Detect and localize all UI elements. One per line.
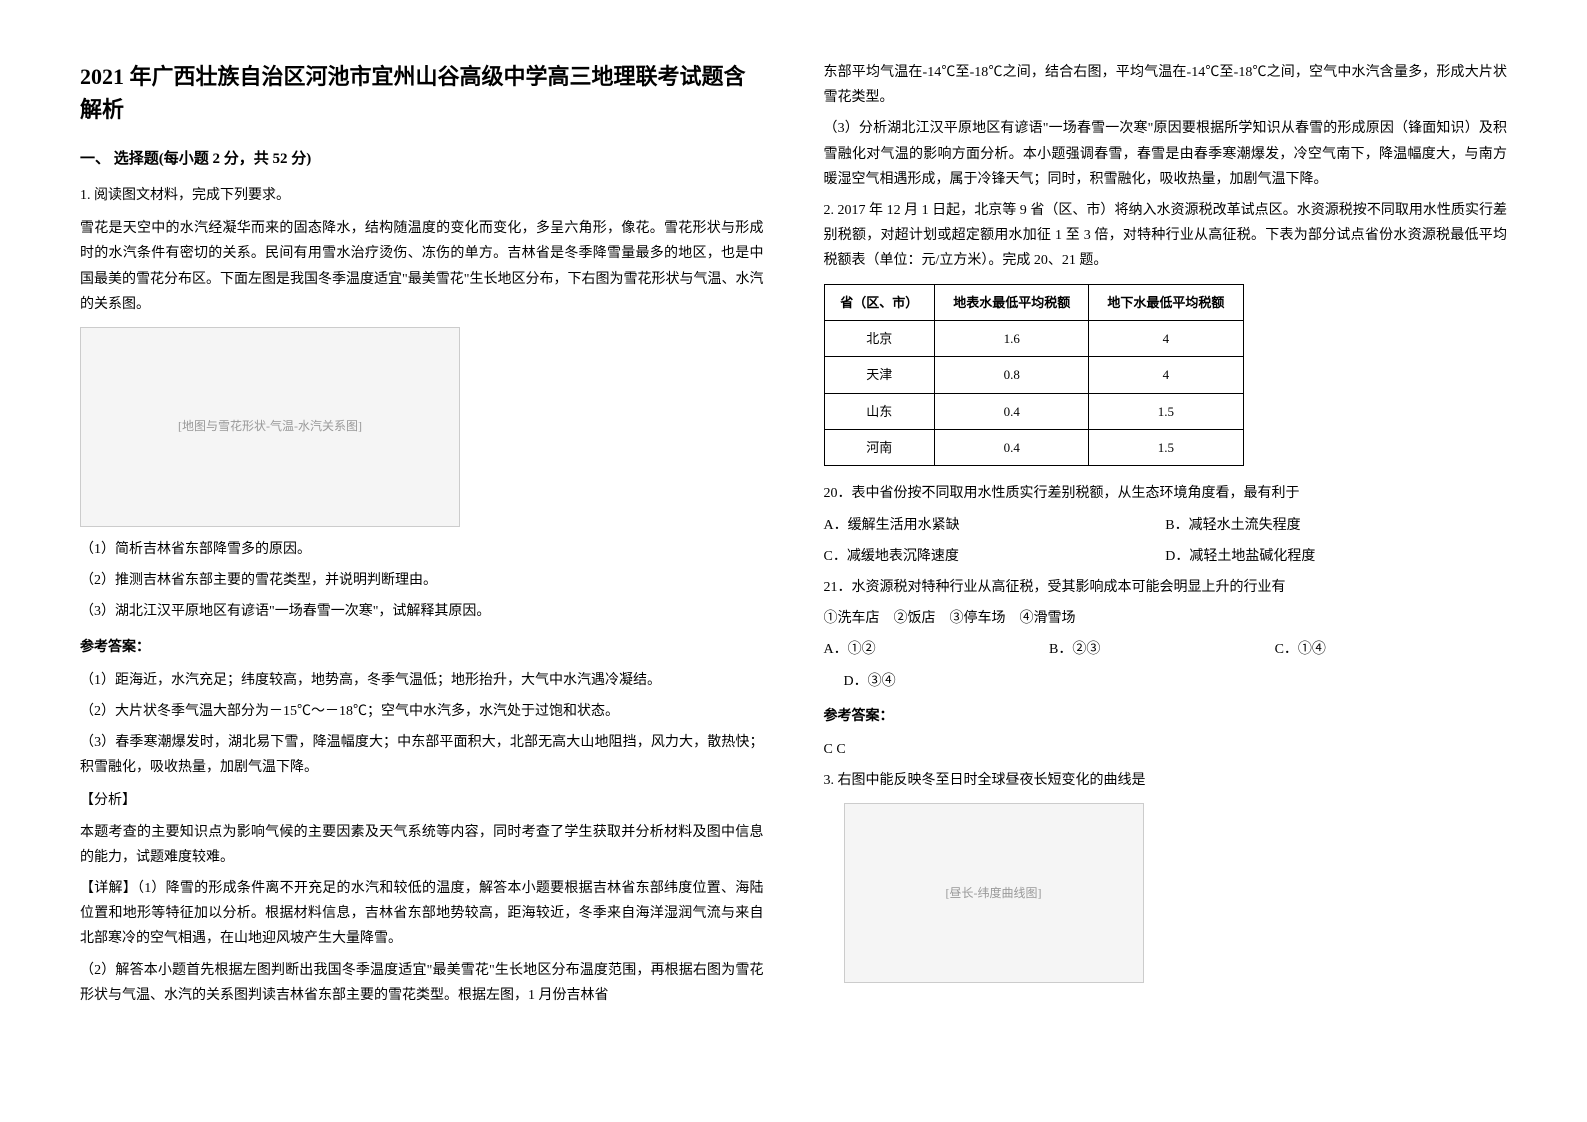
q1-sub2: （2）推测吉林省东部主要的雪花类型，并说明判断理由。 [80, 568, 764, 593]
left-column: 2021 年广西壮族自治区河池市宜州山谷高级中学高三地理联考试题含解析 一、 选… [80, 60, 764, 1014]
q1-sub1: （1）简析吉林省东部降雪多的原因。 [80, 537, 764, 562]
col2-p1: 东部平均气温在-14℃至-18℃之间，结合右图，平均气温在-14℃至-18℃之间… [824, 60, 1508, 110]
q20-opts-row2: C．减缓地表沉降速度 D．减轻土地盐碱化程度 [824, 544, 1508, 569]
q1-intro: 雪花是天空中的水汽经凝华而来的固态降水，结构随温度的变化而变化，多呈六角形，像花… [80, 216, 764, 317]
cell: 1.5 [1089, 393, 1243, 429]
q1-figure: [地图与雪花形状-气温-水汽关系图] [80, 327, 460, 527]
cell: 北京 [824, 320, 935, 356]
cell: 0.4 [935, 430, 1089, 466]
cell: 1.6 [935, 320, 1089, 356]
th-surface: 地表水最低平均税额 [935, 284, 1089, 320]
cell: 0.8 [935, 357, 1089, 393]
q1-a1: （1）距海近，水汽充足；纬度较高，地势高，冬季气温低；地形抬升，大气中水汽遇冷凝… [80, 668, 764, 693]
q1-analysis-label: 【分析】 [80, 788, 764, 813]
q20-optA: A．缓解生活用水紧缺 [824, 513, 1166, 538]
right-column: 东部平均气温在-14℃至-18℃之间，结合右图，平均气温在-14℃至-18℃之间… [824, 60, 1508, 1014]
table-row: 北京 1.6 4 [824, 320, 1243, 356]
tax-table: 省（区、市） 地表水最低平均税额 地下水最低平均税额 北京 1.6 4 天津 0… [824, 284, 1244, 467]
q1-analysis-p1: 本题考查的主要知识点为影响气候的主要因素及天气系统等内容，同时考查了学生获取并分… [80, 820, 764, 870]
cell: 0.4 [935, 393, 1089, 429]
th-province: 省（区、市） [824, 284, 935, 320]
cell: 1.5 [1089, 430, 1243, 466]
q1-a2: （2）大片状冬季气温大部分为－15℃～－18℃；空气中水汽多，水汽处于过饱和状态… [80, 699, 764, 724]
cell: 天津 [824, 357, 935, 393]
cell: 4 [1089, 357, 1243, 393]
table-row: 河南 0.4 1.5 [824, 430, 1243, 466]
th-ground: 地下水最低平均税额 [1089, 284, 1243, 320]
q21-ref-label: 参考答案： [824, 704, 1508, 729]
q21-opts-row1: A．①② B．②③ C．①④ [824, 637, 1508, 662]
q21-items: ①洗车店 ②饭店 ③停车场 ④滑雪场 [824, 606, 1508, 631]
q2-intro: 2. 2017 年 12 月 1 日起，北京等 9 省（区、市）将纳入水资源税改… [824, 198, 1508, 274]
q1-a3: （3）春季寒潮爆发时，湖北易下雪，降温幅度大；中东部平面积大，北部无高大山地阻挡… [80, 730, 764, 780]
q21-optC: C．①④ [1275, 637, 1501, 662]
q20-stem: 20．表中省份按不同取用水性质实行差别税额，从生态环境角度看，最有利于 [824, 481, 1508, 506]
q1-sub3: （3）湖北江汉平原地区有谚语"一场春雪一次寒"，试解释其原因。 [80, 599, 764, 624]
q1-prompt: 1. 阅读图文材料，完成下列要求。 [80, 183, 764, 208]
section-heading: 一、 选择题(每小题 2 分，共 52 分) [80, 146, 764, 173]
q21-optA: A．①② [824, 637, 1050, 662]
cell: 4 [1089, 320, 1243, 356]
q1-detail-1: 【详解】（1）降雪的形成条件离不开充足的水汽和较低的温度，解答本小题要根据吉林省… [80, 876, 764, 952]
q20-optD: D．减轻土地盐碱化程度 [1165, 544, 1507, 569]
q20-opts-row1: A．缓解生活用水紧缺 B．减轻水土流失程度 [824, 513, 1508, 538]
page-container: 2021 年广西壮族自治区河池市宜州山谷高级中学高三地理联考试题含解析 一、 选… [80, 60, 1507, 1014]
q21-answer: C C [824, 737, 1508, 762]
document-title: 2021 年广西壮族自治区河池市宜州山谷高级中学高三地理联考试题含解析 [80, 60, 764, 126]
q1-ref-label: 参考答案： [80, 635, 764, 660]
q20-optC: C．减缓地表沉降速度 [824, 544, 1166, 569]
q21-stem: 21．水资源税对特种行业从高征税，受其影响成本可能会明显上升的行业有 [824, 575, 1508, 600]
q20-optB: B．减轻水土流失程度 [1165, 513, 1507, 538]
q1-detail-2: （2）解答本小题首先根据左图判断出我国冬季温度适宜"最美雪花"生长地区分布温度范… [80, 958, 764, 1008]
table-row: 天津 0.8 4 [824, 357, 1243, 393]
q21-optD: D．③④ [824, 669, 1508, 694]
q3-figure: [昼长-纬度曲线图] [844, 803, 1144, 983]
col2-p2: （3）分析湖北江汉平原地区有谚语"一场春雪一次寒"原因要根据所学知识从春雪的形成… [824, 116, 1508, 192]
table-header-row: 省（区、市） 地表水最低平均税额 地下水最低平均税额 [824, 284, 1243, 320]
table-row: 山东 0.4 1.5 [824, 393, 1243, 429]
q21-optB: B．②③ [1049, 637, 1275, 662]
cell: 河南 [824, 430, 935, 466]
cell: 山东 [824, 393, 935, 429]
q3-stem: 3. 右图中能反映冬至日时全球昼夜长短变化的曲线是 [824, 768, 1508, 793]
